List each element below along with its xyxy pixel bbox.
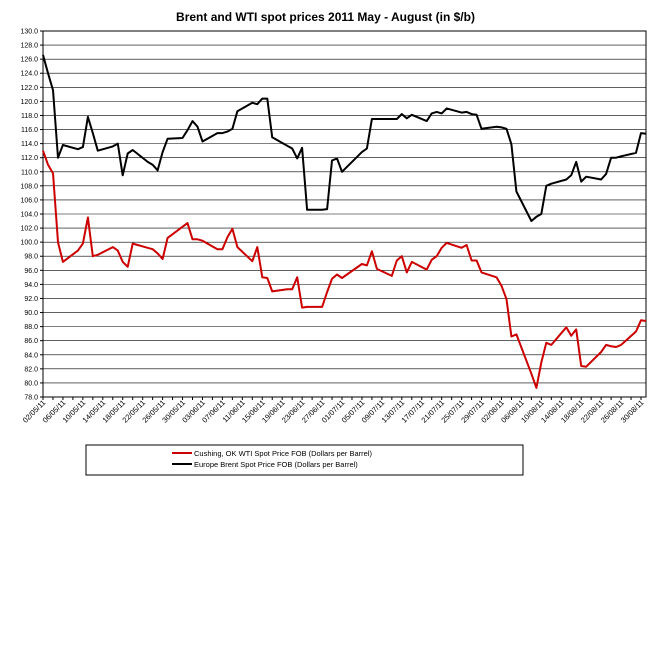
- y-tick-label: 106.0: [20, 197, 38, 204]
- y-tick-label: 110.0: [21, 169, 38, 176]
- y-tick-label: 102.0: [20, 226, 38, 233]
- y-tick-label: 78.0: [24, 395, 38, 402]
- y-tick-label: 126.0: [20, 57, 38, 64]
- gridlines: [43, 30, 646, 398]
- y-tick-label: 116.0: [21, 127, 38, 134]
- y-axis-ticks: 78.0 80.0 82.0 84.0 86.0 88.0 90.0 92.0 94.0 96.0…: [20, 29, 43, 402]
- y-tick-label: 122.0: [20, 85, 38, 92]
- legend: Cushing, OK WTI Spot Price FOB (Dollars …: [85, 444, 524, 476]
- y-tick-label: 92.0: [24, 296, 38, 303]
- y-tick-label: 96.0: [24, 268, 38, 275]
- series-line-wti: [42, 150, 647, 389]
- y-tick-label: 98.0: [24, 254, 38, 261]
- y-tick-label: 118.0: [21, 113, 38, 120]
- y-tick-label: 82.0: [24, 366, 38, 373]
- y-tick-label: 104.0: [20, 212, 38, 219]
- y-tick-label: 112.0: [21, 155, 38, 162]
- y-tick-label: 108.0: [20, 183, 38, 190]
- y-tick-label: 90.0: [24, 310, 38, 317]
- x-axis-ticks: 02/05/1106/05/1110/05/1114/05/1118/05/11…: [21, 397, 645, 425]
- y-tick-label: 94.0: [24, 282, 38, 289]
- y-tick-label: 124.0: [20, 71, 38, 78]
- legend-box: [85, 444, 524, 476]
- series-lines: [42, 54, 647, 389]
- legend-label-brent: Europe Brent Spot Price FOB (Dollars per…: [194, 460, 358, 469]
- plot-area-frame: [42, 30, 647, 398]
- y-tick-label: 114.0: [21, 141, 38, 148]
- y-tick-label: 84.0: [24, 352, 38, 359]
- chart-title: Brent and WTI spot prices 2011 May - Aug…: [176, 10, 475, 24]
- series-line-brent: [42, 54, 647, 222]
- y-tick-label: 120.0: [20, 99, 38, 106]
- y-tick-label: 86.0: [24, 338, 38, 345]
- y-tick-label: 128.0: [20, 43, 38, 50]
- y-tick-label: 80.0: [24, 380, 38, 387]
- legend-label-wti: Cushing, OK WTI Spot Price FOB (Dollars …: [194, 449, 372, 458]
- y-tick-label: 88.0: [24, 324, 38, 331]
- y-tick-label: 130.0: [20, 29, 38, 36]
- y-tick-label: 100.0: [20, 240, 38, 247]
